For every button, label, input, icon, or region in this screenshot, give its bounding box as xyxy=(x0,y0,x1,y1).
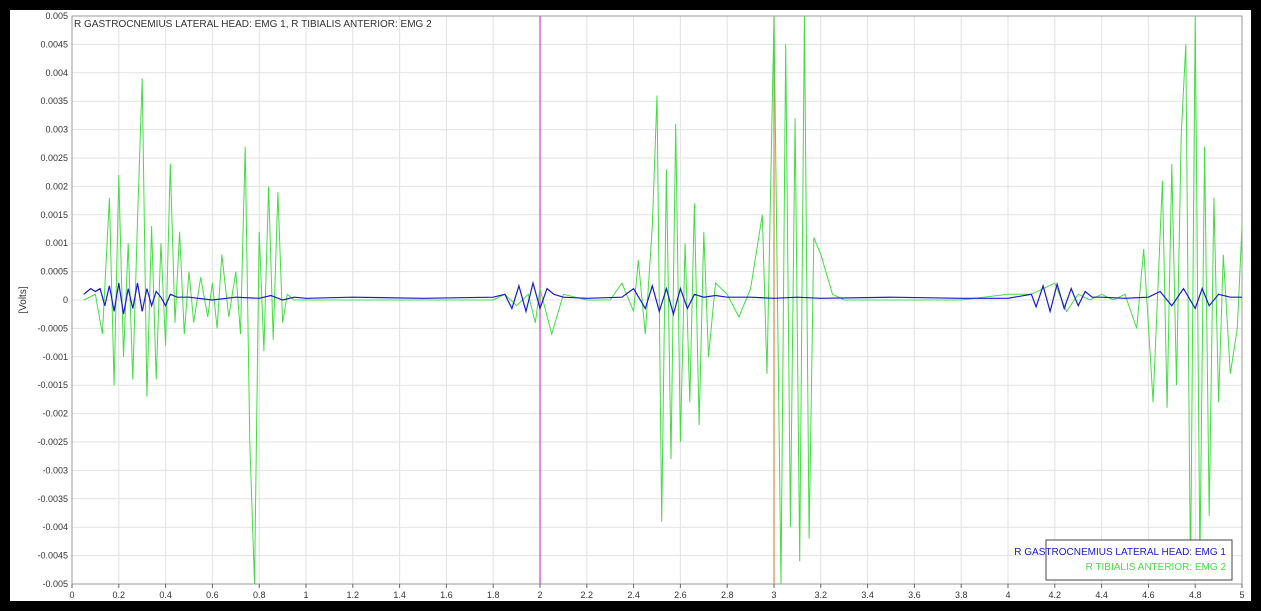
y-tick-label: 0.0015 xyxy=(40,210,68,220)
x-tick-label: 3.6 xyxy=(908,590,921,600)
x-tick-label: 1 xyxy=(303,590,308,600)
x-tick-label: 0.2 xyxy=(113,590,126,600)
x-tick-label: 2.4 xyxy=(627,590,640,600)
x-tick-label: 1.8 xyxy=(487,590,500,600)
legend-box xyxy=(1045,539,1233,581)
x-tick-label: 0 xyxy=(69,590,74,600)
y-tick-label: -0.0015 xyxy=(37,380,68,390)
x-tick-label: 5 xyxy=(1239,590,1244,600)
y-tick-label: -0.0045 xyxy=(37,551,68,561)
legend-entry-emg1: R GASTROCNEMIUS LATERAL HEAD: EMG 1 xyxy=(1014,547,1226,558)
x-tick-label: 3.2 xyxy=(815,590,828,600)
chart-title: R GASTROCNEMIUS LATERAL HEAD: EMG 1, R T… xyxy=(74,19,432,30)
emg-line-chart: 0.005 0.0045 0.004 0.0035 0.003 0.0025 0.002 0.… xyxy=(18,11,1245,600)
x-tick-label: 3.4 xyxy=(861,590,874,600)
y-tick-label: 0.005 xyxy=(45,11,68,21)
series-line-emg2 xyxy=(83,15,1243,585)
y-tick-label: 0.0035 xyxy=(40,96,68,106)
x-tick-label: 3 xyxy=(771,590,776,600)
y-axis-ticks: 0.005 0.0045 0.004 0.0035 0.003 0.0025 0.002 0.… xyxy=(37,11,68,589)
y-tick-label: -0.001 xyxy=(42,352,68,362)
x-tick-label: 0.8 xyxy=(253,590,266,600)
x-tick-label: 2.6 xyxy=(674,590,687,600)
series-line-emg1 xyxy=(83,280,1242,317)
x-tick-label: 1.2 xyxy=(347,590,360,600)
y-tick-label: 0.003 xyxy=(45,125,68,135)
x-tick-label: 0.6 xyxy=(206,590,219,600)
y-tick-label: 0.004 xyxy=(45,68,68,78)
y-tick-label: -0.0025 xyxy=(37,437,68,447)
x-tick-label: 4.4 xyxy=(1095,590,1108,600)
y-tick-label: 0 xyxy=(63,295,68,305)
legend: R GASTROCNEMIUS LATERAL HEAD: EMG 1 R TI… xyxy=(1014,539,1233,581)
legend-entry-emg2: R TIBIALIS ANTERIOR: EMG 2 xyxy=(1086,562,1227,573)
x-tick-label: 1.4 xyxy=(393,590,406,600)
x-tick-label: 4.2 xyxy=(1049,590,1062,600)
x-tick-label: 4.8 xyxy=(1189,590,1202,600)
x-tick-label: 0.4 xyxy=(159,590,172,600)
y-tick-label: 0.0005 xyxy=(40,267,68,277)
x-tick-label: 4.6 xyxy=(1142,590,1155,600)
y-tick-label: 0.0025 xyxy=(40,153,68,163)
x-tick-label: 1.6 xyxy=(440,590,453,600)
time-markers xyxy=(539,16,775,584)
series-lines xyxy=(83,15,1243,585)
y-tick-label: -0.0035 xyxy=(37,494,68,504)
x-tick-label: 4 xyxy=(1005,590,1010,600)
y-tick-label: -0.002 xyxy=(42,409,68,419)
y-tick-label: 0.002 xyxy=(45,181,68,191)
y-tick-label: -0.0005 xyxy=(37,323,68,333)
plot-area xyxy=(71,15,1243,585)
y-tick-label: -0.003 xyxy=(42,465,68,475)
x-tick-label: 2.2 xyxy=(581,590,594,600)
y-axis-label: [Volts] xyxy=(18,286,29,313)
x-tick-label: 3.8 xyxy=(955,590,968,600)
y-tick-label: 0.001 xyxy=(45,238,68,248)
x-tick-label: 2 xyxy=(537,590,542,600)
x-axis-ticks: 0 0.2 0.4 0.6 0.8 1 1.2 1.4 1.6 1.8 2 2.2 2.4 2.6 2.8 3… xyxy=(69,584,1245,600)
x-tick-label: 2.8 xyxy=(721,590,734,600)
y-tick-label: -0.004 xyxy=(42,522,68,532)
grid-lines xyxy=(71,15,1243,585)
y-tick-label: -0.005 xyxy=(42,579,68,589)
y-tick-label: 0.0045 xyxy=(40,39,68,49)
